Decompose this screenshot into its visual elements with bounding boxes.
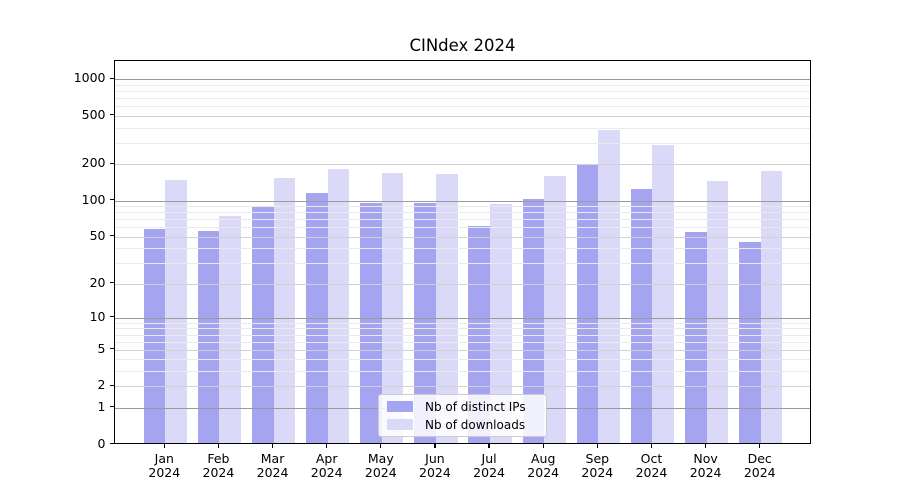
- y-tick-label-0: 0: [97, 435, 106, 451]
- y-tick-200: [109, 162, 114, 164]
- legend-label-distinct-ips: Nb of distinct IPs: [425, 399, 526, 414]
- y-tick-label-2: 2: [97, 377, 106, 393]
- y-tick-label-10: 10: [89, 308, 106, 324]
- y-tick-1000: [109, 77, 114, 79]
- bar-nb-of-distinct-ips-mar-2024: [251, 206, 274, 443]
- x-tick-label-apr-2024: Apr 2024: [310, 450, 343, 480]
- bar-nb-of-distinct-ips-aug-2024: [522, 199, 545, 443]
- x-tick-jun-2024: [434, 444, 436, 448]
- bar-nb-of-downloads-aug-2024: [544, 176, 566, 443]
- y-tick-2: [109, 384, 114, 386]
- x-tick-feb-2024: [217, 444, 220, 448]
- bar-nb-of-downloads-sep-2024: [598, 130, 620, 443]
- gridline-y-1000: [115, 79, 810, 81]
- x-tick-label-feb-2024: Feb 2024: [202, 450, 235, 480]
- y-tick-label-200: 200: [81, 155, 106, 171]
- x-tick-label-sep-2024: Sep 2024: [581, 450, 614, 480]
- y-tick-0: [109, 442, 114, 445]
- x-tick-dec-2024: [759, 444, 761, 448]
- y-tick-1: [109, 406, 114, 408]
- x-tick-label-aug-2024: Aug 2024: [527, 450, 560, 480]
- y-tick-label-100: 100: [81, 191, 106, 207]
- x-tick-label-mar-2024: Mar 2024: [256, 450, 289, 480]
- bar-nb-of-downloads-mar-2024: [273, 177, 296, 443]
- x-tick-label-jul-2024: Jul 2024: [473, 450, 505, 480]
- bar-nb-of-downloads-jan-2024: [165, 179, 187, 443]
- legend: Nb of distinct IPs Nb of downloads: [378, 394, 547, 437]
- x-tick-apr-2024: [326, 444, 328, 448]
- x-tick-label-jan-2024: Jan 2024: [148, 450, 181, 480]
- y-tick-label-1000: 1000: [73, 70, 106, 86]
- bar-nb-of-downloads-apr-2024: [327, 168, 350, 443]
- y-tick-10: [109, 316, 114, 318]
- bar-nb-of-downloads-oct-2024: [652, 144, 675, 443]
- bar-nb-of-distinct-ips-jul-2024: [468, 225, 491, 443]
- bar-nb-of-downloads-jun-2024: [435, 174, 458, 443]
- legend-row-downloads: Nb of downloads: [387, 418, 538, 432]
- chart-title: CINdex 2024: [409, 36, 516, 55]
- x-tick-jul-2024: [488, 444, 490, 448]
- y-tick-label-1: 1: [97, 398, 106, 414]
- x-tick-may-2024: [380, 444, 382, 448]
- x-tick-label-may-2024: May 2024: [364, 450, 397, 480]
- bar-nb-of-distinct-ips-nov-2024: [685, 232, 707, 443]
- y-tick-5: [109, 348, 114, 350]
- y-tick-label-5: 5: [97, 340, 106, 356]
- x-tick-sep-2024: [596, 444, 598, 448]
- y-tick-100: [109, 198, 114, 201]
- plot-area: [114, 60, 811, 444]
- gridline-y-900: [115, 84, 810, 86]
- x-tick-label-nov-2024: Nov 2024: [689, 450, 722, 480]
- x-tick-oct-2024: [650, 444, 653, 448]
- y-tick-label-500: 500: [81, 106, 106, 122]
- bar-nb-of-distinct-ips-oct-2024: [630, 188, 653, 443]
- legend-row-distinct-ips: Nb of distinct IPs: [387, 400, 538, 414]
- bar-nb-of-distinct-ips-jan-2024: [143, 229, 166, 443]
- bar-nb-of-downloads-feb-2024: [219, 216, 242, 443]
- legend-swatch-distinct-ips: [387, 401, 413, 412]
- bar-nb-of-distinct-ips-sep-2024: [576, 164, 599, 443]
- bar-nb-of-downloads-nov-2024: [706, 180, 729, 443]
- x-tick-label-jun-2024: Jun 2024: [419, 450, 451, 480]
- y-tick-50: [109, 235, 114, 237]
- x-tick-label-dec-2024: Dec 2024: [743, 450, 776, 480]
- gridline-y-600: [115, 106, 810, 108]
- gridline-y-800: [115, 91, 810, 93]
- bar-nb-of-distinct-ips-feb-2024: [197, 231, 220, 443]
- gridline-y-400: [115, 127, 810, 129]
- legend-swatch-downloads: [387, 419, 413, 430]
- x-tick-aug-2024: [542, 444, 544, 448]
- x-tick-label-oct-2024: Oct 2024: [635, 450, 668, 480]
- y-tick-label-50: 50: [89, 227, 106, 243]
- x-tick-jan-2024: [163, 444, 165, 448]
- y-tick-20: [109, 281, 114, 284]
- y-tick-500: [109, 114, 114, 116]
- bar-nb-of-downloads-may-2024: [381, 173, 404, 443]
- legend-label-downloads: Nb of downloads: [425, 417, 526, 432]
- x-tick-nov-2024: [705, 444, 707, 448]
- y-tick-label-20: 20: [89, 274, 106, 290]
- gridline-y-500: [115, 115, 810, 117]
- bar-nb-of-downloads-dec-2024: [760, 170, 783, 443]
- gridline-y-200: [115, 164, 810, 166]
- bar-nb-of-distinct-ips-apr-2024: [306, 193, 328, 443]
- gridline-y-700: [115, 98, 810, 100]
- bar-nb-of-distinct-ips-dec-2024: [739, 241, 761, 443]
- gridline-y-300: [115, 142, 810, 144]
- x-tick-mar-2024: [271, 444, 274, 448]
